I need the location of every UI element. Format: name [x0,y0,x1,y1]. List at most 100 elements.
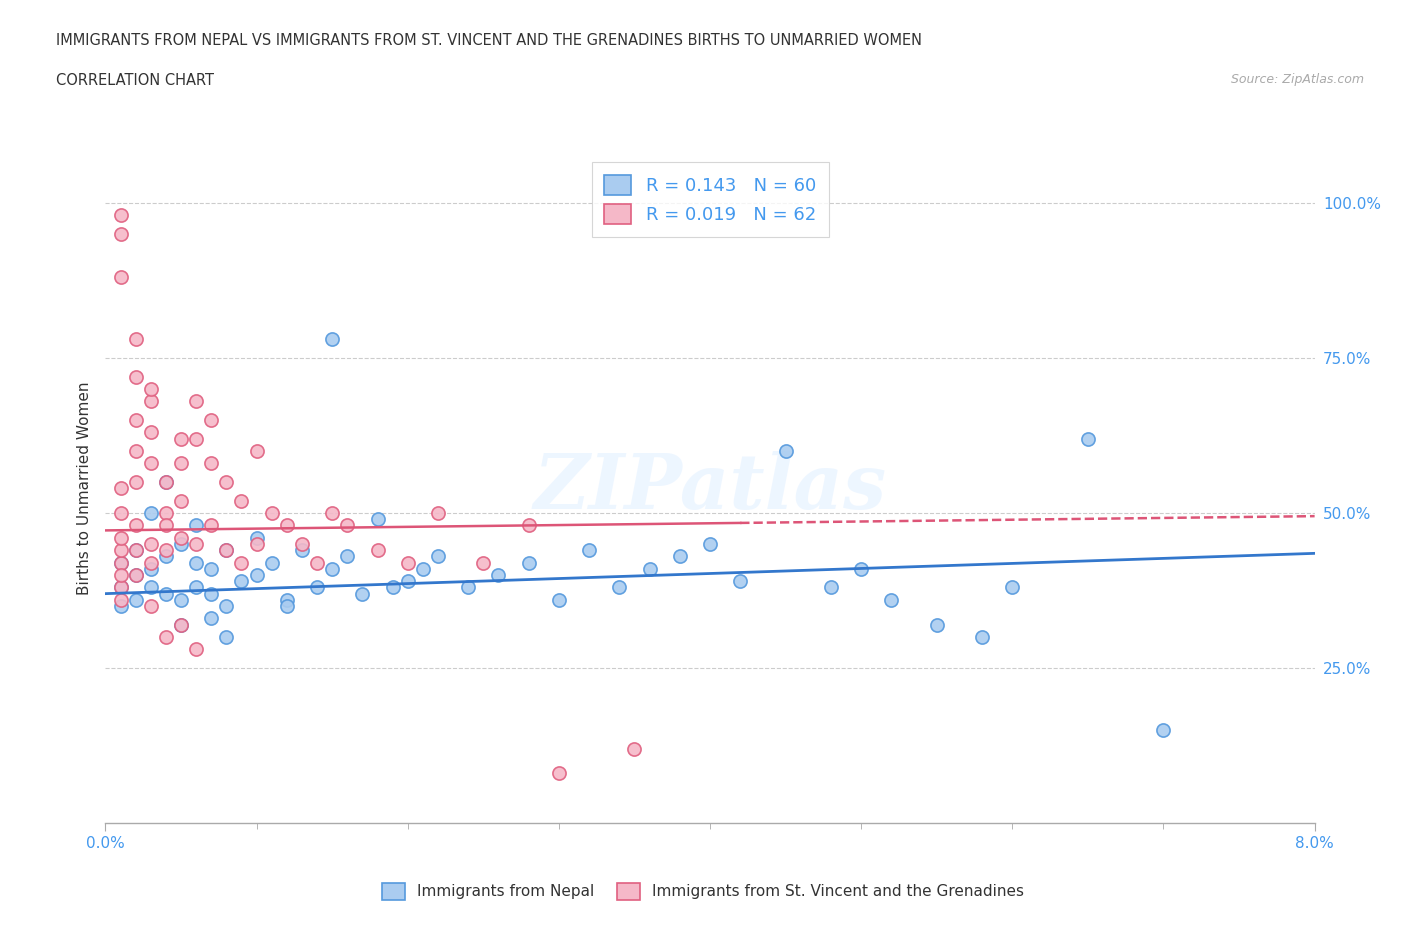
Point [170,592,193,607]
Point [970,630,993,644]
Point [139,394,162,409]
Point [245,537,267,551]
Point [170,537,193,551]
Point [186,580,208,595]
Point [110,580,132,595]
Point [307,580,329,595]
Point [352,586,374,601]
Point [200,562,222,577]
Point [110,270,132,285]
Point [291,537,314,551]
Text: ZIPatlas: ZIPatlas [533,451,887,525]
Point [110,227,132,242]
Point [124,474,148,489]
Point [276,592,298,607]
Point [155,506,177,521]
Point [124,518,148,533]
Point [186,642,208,657]
Point [412,562,434,577]
Point [170,456,193,471]
Point [426,549,449,564]
Point [260,506,283,521]
Point [186,432,208,446]
Point [124,543,148,558]
Point [336,549,359,564]
Point [578,543,600,558]
Point [155,543,177,558]
Point [110,530,132,545]
Point [139,381,162,396]
Point [110,555,132,570]
Point [396,555,419,570]
Point [820,580,842,595]
Point [245,444,267,458]
Point [730,574,752,589]
Point [170,493,193,508]
Point [170,530,193,545]
Point [1077,432,1099,446]
Point [139,562,162,577]
Point [139,555,162,570]
Point [110,208,132,223]
Point [276,599,298,614]
Point [139,580,162,595]
Point [155,630,177,644]
Point [699,537,721,551]
Point [231,493,253,508]
Point [155,586,177,601]
Point [139,456,162,471]
Point [366,512,388,526]
Point [426,506,449,521]
Point [110,599,132,614]
Point [186,555,208,570]
Point [124,592,148,607]
Point [260,555,283,570]
Point [110,592,132,607]
Text: IMMIGRANTS FROM NEPAL VS IMMIGRANTS FROM ST. VINCENT AND THE GRENADINES BIRTHS T: IMMIGRANTS FROM NEPAL VS IMMIGRANTS FROM… [56,33,922,47]
Point [110,580,132,595]
Point [775,444,797,458]
Point [638,562,661,577]
Point [110,543,132,558]
Point [215,599,238,614]
Point [139,537,162,551]
Point [307,555,329,570]
Point [139,599,162,614]
Point [231,555,253,570]
Point [321,506,343,521]
Point [124,567,148,582]
Point [200,518,222,533]
Point [200,586,222,601]
Point [925,618,948,632]
Point [548,592,571,607]
Point [517,555,540,570]
Point [1153,723,1175,737]
Point [880,592,903,607]
Point [124,332,148,347]
Point [200,611,222,626]
Point [110,567,132,582]
Point [609,580,631,595]
Point [170,618,193,632]
Y-axis label: Births to Unmarried Women: Births to Unmarried Women [76,381,91,595]
Point [623,741,645,756]
Point [321,562,343,577]
Point [124,567,148,582]
Point [336,518,359,533]
Point [215,630,238,644]
Point [124,543,148,558]
Point [200,413,222,428]
Point [215,543,238,558]
Point [215,543,238,558]
Point [291,543,314,558]
Point [1001,580,1024,595]
Point [170,432,193,446]
Point [215,474,238,489]
Legend: R = 0.143   N = 60, R = 0.019   N = 62: R = 0.143 N = 60, R = 0.019 N = 62 [592,163,828,236]
Point [245,567,267,582]
Point [155,474,177,489]
Point [486,567,509,582]
Point [381,580,404,595]
Point [396,574,419,589]
Point [245,530,267,545]
